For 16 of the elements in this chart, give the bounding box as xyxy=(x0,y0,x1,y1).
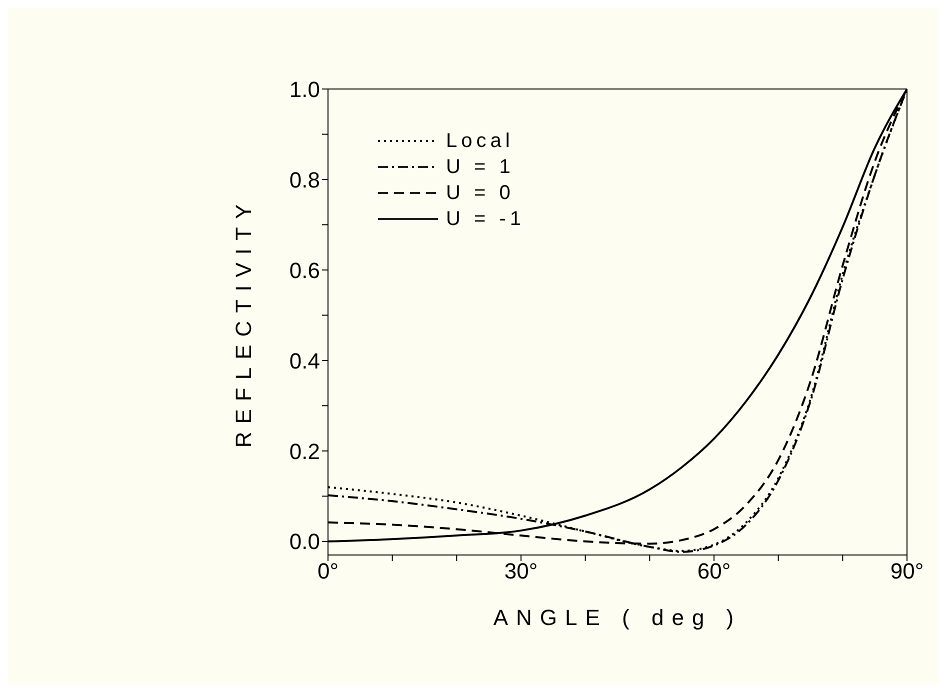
legend-label: U = 0 xyxy=(446,182,514,204)
y-tick-label: 0.8 xyxy=(289,167,320,192)
y-tick-label: 0.0 xyxy=(289,529,320,554)
x-tick-label: 0° xyxy=(317,558,339,584)
legend-label: Local xyxy=(446,130,514,152)
legend-label: U = -1 xyxy=(446,208,526,230)
legend-label: U = 1 xyxy=(446,156,514,178)
x-axis-title: ANGLE ( deg ) xyxy=(493,605,742,630)
x-tick-label: 60° xyxy=(697,558,731,584)
y-tick-label: 0.6 xyxy=(289,258,320,283)
y-tick-label: 0.4 xyxy=(289,348,320,374)
x-tick-label: 90° xyxy=(890,558,924,584)
y-tick-label: 0.2 xyxy=(289,438,320,464)
x-tick-label: 30° xyxy=(504,558,538,584)
y-tick-label: 1.0 xyxy=(289,76,320,102)
y-axis-title: REFLECTIVITY xyxy=(230,196,256,448)
